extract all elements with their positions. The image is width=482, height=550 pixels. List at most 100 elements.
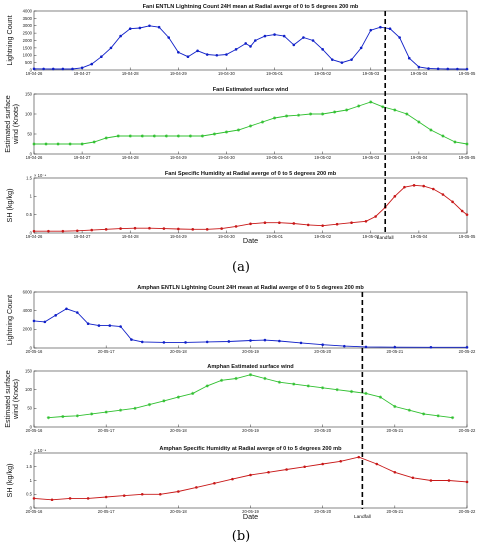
data-point (100, 55, 103, 59)
data-point (61, 414, 65, 419)
x-tick-label: 19-05-03 (362, 234, 379, 239)
data-point (364, 345, 368, 349)
data-point (427, 67, 430, 70)
subplot: Fani Specific Humidity at Radial averge … (5, 171, 476, 239)
x-tick-label: 19-04-29 (170, 155, 187, 160)
panel-a: Fani ENTLN Lightning Count 24H mean at R… (3, 4, 476, 275)
data-point (278, 221, 281, 225)
data-point (248, 124, 253, 128)
data-point (225, 53, 228, 56)
subplot-title: Amphan Specific Humidity at Radial averg… (159, 446, 342, 452)
x-tick-label: 20-05-16 (26, 349, 43, 354)
data-point (277, 380, 281, 384)
data-point (321, 343, 324, 347)
data-point (460, 209, 464, 213)
y-axis-label: wind (Knots) (11, 379, 20, 420)
data-point (119, 325, 122, 328)
data-point (162, 227, 166, 230)
data-point (191, 228, 195, 231)
x-tick-label: 20-05-17 (98, 509, 115, 514)
data-point (108, 324, 112, 327)
data-point (104, 495, 108, 499)
y-tick-label: 100 (25, 111, 33, 116)
data-point (130, 338, 133, 341)
data-point (56, 142, 60, 146)
x-tick-label: 20-05-18 (170, 509, 187, 514)
data-point (422, 184, 426, 188)
data-point (205, 53, 209, 56)
data-point (411, 476, 415, 480)
y-tick-label: 1.5 (26, 175, 32, 180)
data-point (446, 67, 450, 71)
data-point (32, 229, 36, 233)
y-tick-label: 100 (25, 387, 33, 392)
data-point (177, 490, 180, 493)
data-point (158, 492, 162, 496)
x-tick-label: 19-05-01 (266, 155, 283, 160)
y-tick-label: 2000 (23, 38, 33, 43)
x-tick-label: 19-05-02 (314, 234, 331, 239)
data-point (359, 46, 363, 50)
data-point (164, 134, 168, 138)
data-point (42, 67, 45, 71)
data-point (80, 142, 84, 146)
data-point (196, 49, 199, 53)
data-point (441, 193, 445, 196)
data-point (249, 45, 252, 48)
data-point (378, 395, 382, 399)
data-point (54, 314, 57, 317)
data-point (453, 140, 457, 144)
data-point (369, 100, 373, 104)
data-point (263, 376, 267, 381)
data-point (47, 229, 50, 233)
x-tick-label: 20-05-17 (98, 349, 115, 354)
panel-caption: (a) (232, 260, 250, 275)
x-tick-label: 19-04-27 (74, 71, 91, 76)
data-point (191, 391, 195, 395)
data-point (234, 376, 238, 381)
x-tick-label: 19-04-27 (74, 234, 91, 239)
data-point (282, 34, 286, 38)
data-point (321, 48, 324, 51)
data-point (441, 134, 445, 138)
data-point (447, 479, 451, 482)
data-point (140, 492, 144, 496)
data-point (412, 184, 416, 187)
x-tick-label: 20-05-20 (314, 349, 331, 354)
plot-area (33, 370, 468, 428)
data-point (263, 221, 267, 225)
data-point (32, 67, 36, 71)
x-tick-label: 20-05-20 (314, 509, 331, 514)
data-point (343, 344, 346, 348)
data-point (50, 498, 54, 502)
x-tick-label: 20-05-17 (98, 428, 115, 433)
y-tick-label: 500 (25, 60, 33, 65)
subplot-title: Amphan ENTLN Lightning Count 24H mean at… (137, 285, 364, 291)
y-tick-label: 3500 (23, 16, 33, 21)
data-point (167, 36, 171, 39)
x-tick-label: 19-05-04 (411, 234, 428, 239)
data-point (267, 470, 270, 474)
x-axis-label: Date (243, 512, 258, 521)
data-point (393, 470, 397, 474)
y-tick-label: 4000 (23, 8, 33, 13)
data-point (335, 222, 339, 226)
data-point (32, 319, 36, 323)
data-point (393, 404, 397, 409)
y-tick-label: 0 (30, 151, 33, 156)
y-tick-label: 150 (25, 368, 33, 373)
data-point (303, 465, 306, 469)
y-tick-label: 0.5 (26, 212, 32, 217)
data-point (285, 468, 288, 471)
subplot: Fani ENTLN Lightning Count 24H mean at R… (5, 4, 476, 76)
data-point (321, 462, 324, 466)
data-point (357, 455, 361, 459)
y-tick-label: 3000 (23, 23, 33, 28)
y-tick-label: 1 (30, 194, 33, 199)
landfall-label: Landfall (377, 235, 394, 241)
data-point (148, 226, 151, 230)
data-point (403, 185, 406, 189)
data-point (205, 384, 209, 388)
data-point (254, 39, 257, 42)
data-point (375, 462, 379, 466)
